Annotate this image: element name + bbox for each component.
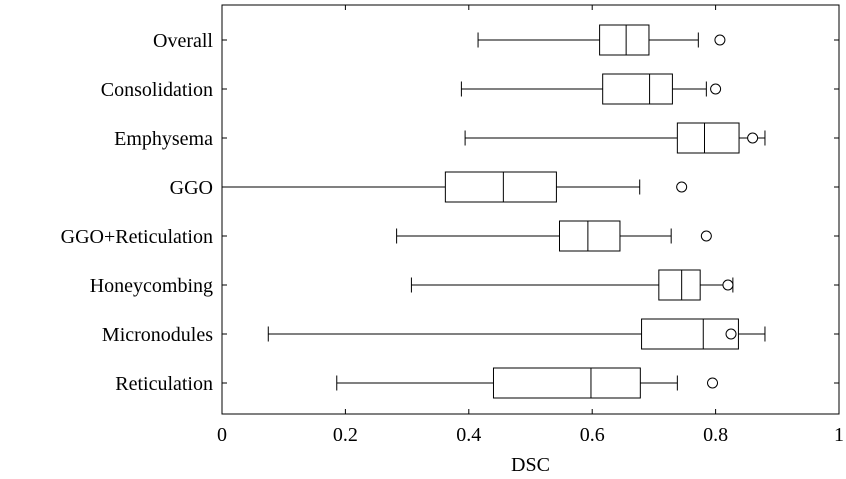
category-label: GGO+Reticulation [61, 226, 213, 248]
category-label: Overall [153, 30, 213, 52]
category-labels: Overall Consolidation Emphysema GGO GGO+Reti… [61, 30, 214, 395]
box-plot-overall [477, 24, 726, 56]
tick-marks [221, 5, 840, 414]
category-label: Micronodules [102, 324, 213, 346]
x-tick-label: 1 [834, 424, 844, 446]
category-label: Emphysema [114, 128, 213, 150]
iqr-box [641, 318, 739, 350]
box-plot-reticulation [336, 367, 719, 399]
x-tick-label: 0.2 [333, 424, 358, 446]
box-plot-micronodules [267, 318, 766, 350]
outlier-point [747, 132, 759, 144]
outlier-point [700, 230, 712, 242]
box-plot-honeycombing [410, 269, 734, 301]
box-plots [221, 24, 766, 399]
x-tick-label: 0.4 [456, 424, 481, 446]
box-plot-emphysema [464, 122, 766, 154]
outlier-point [714, 34, 726, 46]
iqr-box [558, 220, 621, 252]
box-plot-consolidation [460, 73, 722, 105]
iqr-box [492, 367, 641, 399]
category-label: Consolidation [101, 79, 213, 101]
x-tick-labels: 0 0.2 0.4 0.6 0.8 1 [217, 424, 844, 446]
box-plot-ggo [221, 171, 688, 203]
outlier-point [710, 83, 722, 95]
category-label: Reticulation [115, 373, 213, 395]
x-tick-label: 0.8 [703, 424, 728, 446]
category-label: GGO [170, 177, 213, 199]
outlier-point [722, 279, 734, 291]
iqr-box [658, 269, 701, 301]
box-plot-ggo-reticulation [396, 220, 712, 252]
iqr-box [599, 24, 650, 56]
outlier-point [707, 377, 719, 389]
category-label: Honeycombing [90, 275, 213, 297]
iqr-box [444, 171, 557, 203]
plot-frame [221, 4, 840, 415]
x-tick-label: 0.6 [580, 424, 605, 446]
x-axis-label: DSC [511, 454, 550, 476]
x-tick-label: 0 [217, 424, 227, 446]
iqr-box [676, 122, 740, 154]
outlier-point [676, 181, 688, 193]
outlier-point [725, 328, 737, 340]
iqr-box [602, 73, 673, 105]
